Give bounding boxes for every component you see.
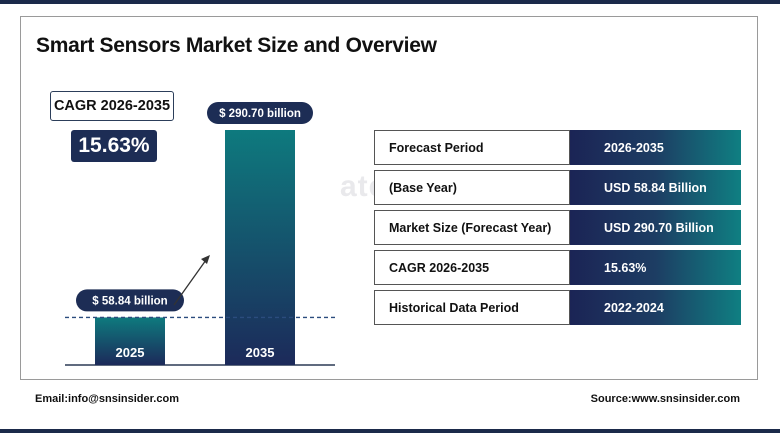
table-row: Forecast Period 2026-2035 — [374, 130, 741, 165]
bar — [225, 130, 295, 365]
table-row: Historical Data Period 2022-2024 — [374, 290, 741, 325]
category-label: 2035 — [246, 345, 275, 360]
table-row-value: 15.63% — [570, 250, 741, 285]
data-label-bg — [76, 289, 184, 312]
category-label: 2025 — [116, 345, 145, 360]
growth-arrow-head — [201, 255, 210, 264]
table-row-value: USD 290.70 Billion — [570, 210, 741, 245]
growth-arrow-line — [173, 259, 207, 306]
table-row-label: Historical Data Period — [374, 290, 570, 325]
table-row: Market Size (Forecast Year) USD 290.70 B… — [374, 210, 741, 245]
table-row-value: 2022-2024 — [570, 290, 741, 325]
page-title: Smart Sensors Market Size and Overview — [36, 34, 437, 57]
top-accent-bar — [0, 0, 780, 4]
table-row: CAGR 2026-2035 15.63% — [374, 250, 741, 285]
table-row-label: CAGR 2026-2035 — [374, 250, 570, 285]
bar-chart: 2025 $ 58.84 billion 2035 $ 290.70 billion — [65, 102, 335, 366]
cagr-value-badge: 15.63% — [71, 130, 157, 162]
footer-source: Source:www.snsinsider.com — [590, 393, 740, 405]
table-row-value: 2026-2035 — [570, 130, 741, 165]
footer-email: Email:info@snsinsider.com — [35, 393, 179, 405]
data-label: $ 290.70 billion — [219, 108, 301, 120]
data-label-bg — [207, 102, 313, 124]
table-row-label: Forecast Period — [374, 130, 570, 165]
table-row: (Base Year) USD 58.84 Billion — [374, 170, 741, 205]
bar — [95, 317, 165, 365]
table-row-value: USD 58.84 Billion — [570, 170, 741, 205]
cagr-label-box: CAGR 2026-2035 — [50, 91, 174, 121]
bottom-accent-bar — [0, 429, 780, 433]
table-row-label: (Base Year) — [374, 170, 570, 205]
summary-table: Forecast Period 2026-2035 (Base Year) US… — [374, 130, 741, 330]
table-row-label: Market Size (Forecast Year) — [374, 210, 570, 245]
data-label: $ 58.84 billion — [92, 295, 167, 307]
